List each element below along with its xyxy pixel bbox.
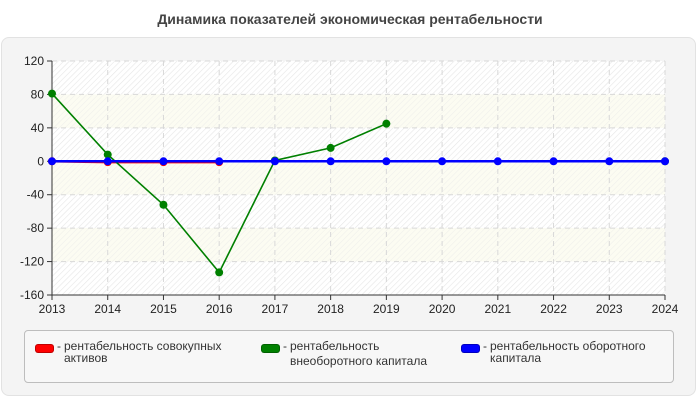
data-point-marker [159, 157, 168, 166]
data-point-marker [493, 157, 502, 166]
plot-band-hatch [52, 161, 665, 195]
plot-band-hatch [52, 61, 665, 95]
data-point-marker [103, 150, 112, 159]
x-tick-label: 2016 [206, 302, 233, 316]
x-tick-label: 2015 [150, 302, 177, 316]
x-tick-label: 2023 [596, 302, 623, 316]
data-point-marker [661, 157, 669, 166]
y-tick-label: 40 [31, 121, 45, 135]
x-tick-label: 2020 [429, 302, 456, 316]
data-series [48, 89, 669, 277]
x-tick-label: 2017 [262, 302, 289, 316]
data-point-marker [270, 157, 279, 166]
data-point-marker [215, 157, 224, 166]
legend-item-non-current-capital: - рентабельность внеоборотного капитала [261, 340, 427, 367]
legend-label: рентабельность совокупных [64, 339, 222, 353]
x-tick-label: 2022 [540, 302, 567, 316]
data-point-marker [48, 89, 56, 98]
data-point-marker [382, 157, 391, 166]
legend-label: внеоборотного капитала [290, 354, 427, 368]
chart-title: Динамика показателей экономическая рента… [157, 11, 543, 27]
x-tick-label: 2014 [94, 302, 121, 316]
legend-swatch-red [35, 344, 54, 353]
legend-label: рентабельность оборотного [490, 339, 646, 353]
data-point-marker [605, 157, 614, 166]
y-tick-label: -80 [27, 221, 45, 235]
data-point-marker [326, 143, 335, 152]
legend-item-working-capital: - рентабельность оборотного капитала [461, 340, 646, 364]
x-tick-label: 2021 [484, 302, 511, 316]
plot-band-hatch [52, 194, 665, 229]
data-point-marker [326, 157, 335, 166]
plot-band-hatch [52, 94, 665, 128]
legend-item-total-assets: - рентабельность совокупных активов [35, 340, 222, 364]
y-tick-label: 120 [24, 54, 44, 68]
data-point-marker [438, 157, 447, 166]
data-point-marker [103, 157, 112, 166]
series-1 [48, 89, 669, 277]
y-tick-label: -160 [20, 288, 44, 302]
data-point-marker [382, 119, 391, 128]
plot-background-bands [52, 61, 665, 295]
data-point-marker [215, 268, 224, 277]
y-tick-label: -40 [27, 188, 45, 202]
plot-band-hatch [52, 228, 665, 262]
x-tick-label: 2013 [39, 302, 66, 316]
y-tick-label: 0 [37, 154, 44, 168]
legend-swatch-green [261, 344, 280, 353]
x-tick-label: 2019 [373, 302, 400, 316]
plot-band-hatch [52, 127, 665, 162]
y-tick-label: 80 [31, 87, 45, 101]
data-point-marker [159, 200, 168, 209]
x-tick-label: 2024 [652, 302, 679, 316]
legend-swatch-blue [461, 344, 480, 353]
series-2 [48, 157, 669, 166]
legend-label: рентабельность [290, 339, 380, 353]
data-point-marker [549, 157, 558, 166]
y-tick-label: -120 [20, 255, 44, 269]
legend-label: капитала [490, 351, 542, 365]
legend: - рентабельность совокупных активов - ре… [24, 330, 674, 383]
legend-label: активов [64, 351, 108, 365]
plot-band-hatch [52, 261, 665, 295]
data-point-marker [48, 157, 56, 166]
x-tick-label: 2018 [317, 302, 344, 316]
